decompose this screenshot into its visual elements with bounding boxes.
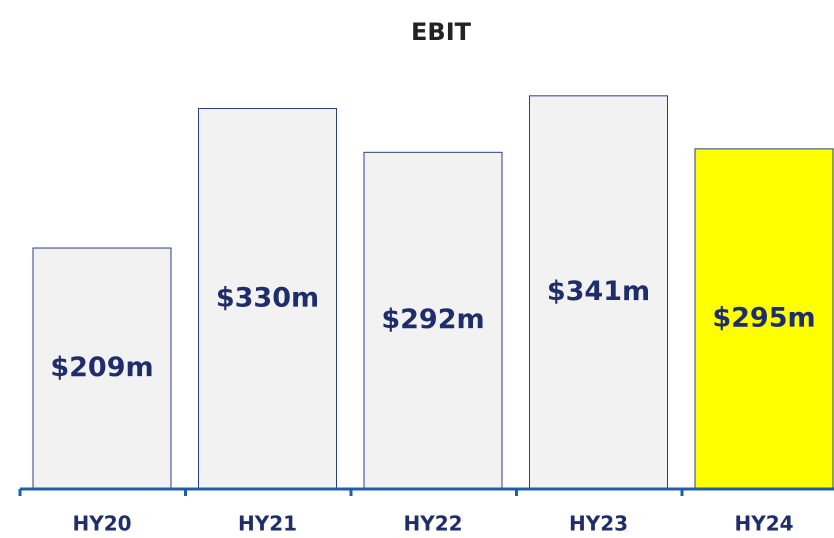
value-label: $209m xyxy=(50,352,153,383)
chart-title: EBIT xyxy=(411,18,472,46)
value-label: $330m xyxy=(216,282,319,313)
x-tick-label: HY22 xyxy=(403,512,462,536)
value-label: $292m xyxy=(381,304,484,335)
x-tick-label: HY21 xyxy=(238,512,297,536)
x-tick-label: HY24 xyxy=(734,512,793,536)
bar xyxy=(529,95,668,490)
x-tick-label: HY23 xyxy=(569,512,628,536)
bar xyxy=(198,108,337,490)
bar xyxy=(694,148,834,490)
bar xyxy=(32,247,172,490)
value-label: $295m xyxy=(712,302,815,333)
bar xyxy=(363,151,503,490)
value-label: $341m xyxy=(547,276,650,307)
x-tick-label: HY20 xyxy=(72,512,131,536)
